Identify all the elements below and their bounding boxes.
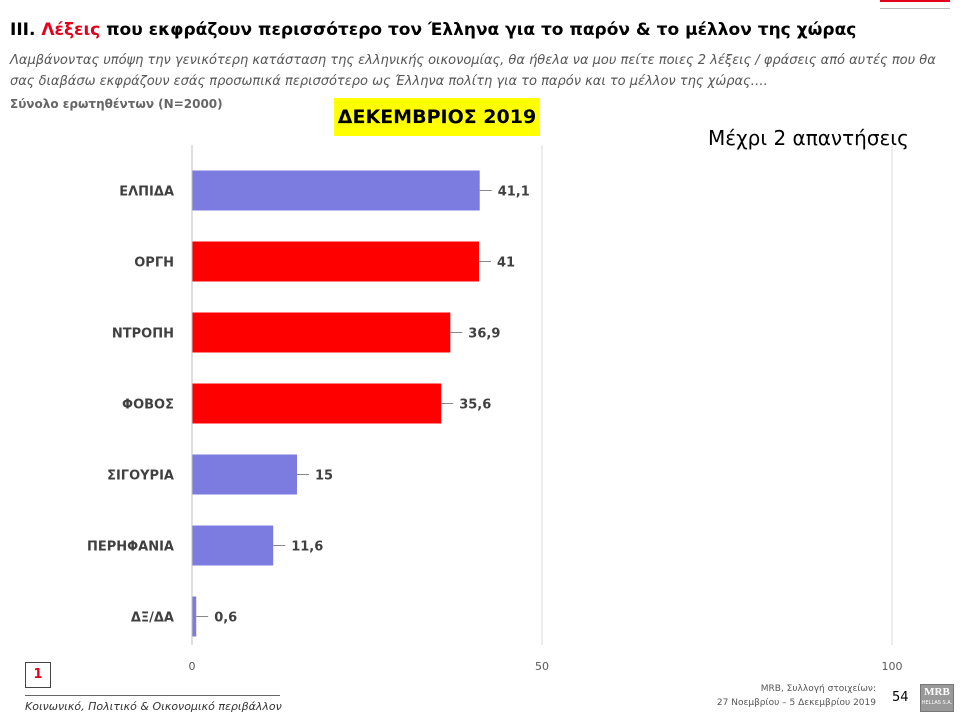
source-note: MRB, Συλλογή στοιχείων: 27 Νοεμβρίου – 5… <box>717 682 876 710</box>
footer-section-label: Κοινωνικό, Πολιτικό & Οικονομικό περιβάλ… <box>25 700 282 713</box>
bar <box>192 525 274 566</box>
page-number: 54 <box>892 690 909 705</box>
slide-title: III. Λέξεις που εκφράζουν περισσότερο το… <box>10 20 856 40</box>
bar <box>192 312 451 353</box>
period-badge: ΔΕΚΕΜΒΡΙΟΣ 2019 <box>334 98 540 136</box>
title-rest: που εκφράζουν περισσότερο τον Έλληνα για… <box>100 20 857 40</box>
value-label: 36,9 <box>468 327 500 342</box>
top-decoration <box>880 0 950 9</box>
source-line-2: 27 Νοεμβρίου – 5 Δεκεμβρίου 2019 <box>716 698 876 708</box>
category-label: ΕΛΠΙΔΑ <box>119 185 174 200</box>
category-label: ΔΞ/ΔΑ <box>131 611 174 626</box>
value-label: 15 <box>315 469 333 484</box>
answers-note: Μέχρι 2 απαντήσεις <box>708 126 909 150</box>
value-label: 35,6 <box>459 398 491 413</box>
bar-chart: 0 50 100 ΕΛΠΙΔΑ 41,1 ΟΡΓΗ 41 ΝΤΡΟΠΗ 36,9 ΦΟΒΟΣ 35,… <box>87 145 903 673</box>
bar <box>192 241 479 282</box>
title-prefix: III. <box>10 20 42 40</box>
title-highlight: Λέξεις <box>41 20 101 40</box>
value-label: 0,6 <box>214 611 237 626</box>
category-label: ΦΟΒΟΣ <box>122 398 174 413</box>
question-text: Λαμβάνοντας υπόψη την γενικότερη κατάστα… <box>10 50 955 92</box>
value-label: 41 <box>497 256 515 271</box>
bar <box>192 596 197 637</box>
logo-text: MRB <box>924 686 950 698</box>
x-tick-label: 100 <box>882 660 903 673</box>
bar <box>192 454 297 495</box>
x-tick-label: 50 <box>535 660 549 673</box>
question-line-2: σας διαβάσω εκφράζουν εσάς προσωπικά περ… <box>10 74 768 89</box>
sample-base: Σύνολο ερωτηθέντων (N=2000) <box>10 97 223 111</box>
bar <box>192 383 442 424</box>
bar <box>192 170 480 211</box>
category-label: ΣΙΓΟΥΡΙΑ <box>107 469 174 484</box>
category-label: ΠΕΡΗΦΑΝΙΑ <box>87 540 174 555</box>
section-number-box: 1 <box>25 662 51 688</box>
category-label: ΝΤΡΟΠΗ <box>112 327 174 342</box>
footer-divider <box>25 695 280 696</box>
value-label: 41,1 <box>498 185 530 200</box>
x-tick-label: 0 <box>189 660 196 673</box>
mrb-logo: MRB HELLAS S.A. <box>920 684 954 712</box>
source-line-1: MRB, Συλλογή στοιχείων: <box>760 684 876 694</box>
logo-subtext: HELLAS S.A. <box>921 700 953 706</box>
category-label: ΟΡΓΗ <box>134 256 174 271</box>
question-line-1: Λαμβάνοντας υπόψη την γενικότερη κατάστα… <box>10 53 936 68</box>
value-label: 11,6 <box>291 540 323 555</box>
